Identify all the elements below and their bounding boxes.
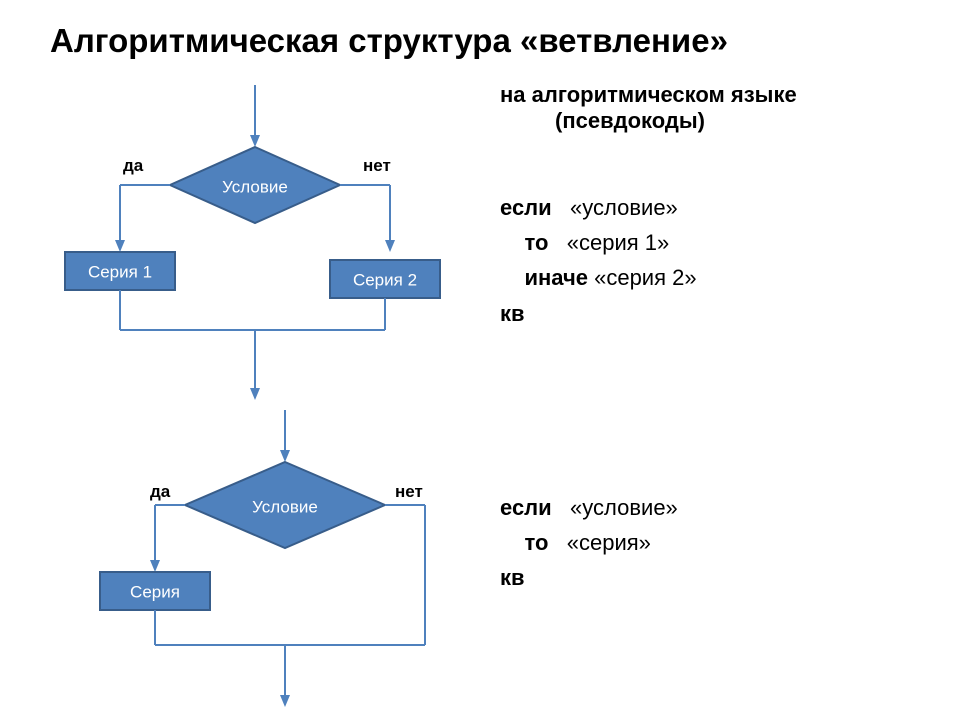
condition-text: Условие [222,177,288,196]
kw-end-2: кв [500,565,525,590]
label-yes-2: да [150,482,170,502]
page-title: Алгоритмическая структура «ветвление» [50,22,728,60]
s2: «серия 2» [594,265,697,290]
subtitle-line1: на алгоритмическом языке [500,82,797,107]
flowchart-full-branch: Условие Серия 1 Серия 2 [40,85,480,405]
series-text: Серия [130,582,180,601]
kw-end: кв [500,301,525,326]
kw-then: то [524,230,548,255]
kw-if-2: если [500,495,552,520]
pseudocode-full: если «условие» то «серия 1» иначе «серия… [500,190,697,331]
subtitle-line2: (псевдокоды) [555,108,705,133]
series2-text: Серия 2 [353,270,417,289]
kw-if: если [500,195,552,220]
flowchart-short-branch: Условие Серия [70,410,510,710]
label-no-1: нет [363,156,391,176]
kw-then-2: то [524,530,548,555]
series1-text: Серия 1 [88,262,152,281]
s1: «серия 1» [567,230,670,255]
label-no-2: нет [395,482,423,502]
pseudocode-short: если «условие» то «серия» кв [500,490,678,596]
cond: «условие» [570,195,678,220]
s-2: «серия» [567,530,651,555]
kw-else: иначе [524,265,588,290]
label-yes-1: да [123,156,143,176]
subtitle: на алгоритмическом языке (псевдокоды) [500,82,797,134]
cond-2: «условие» [570,495,678,520]
condition-text-2: Условие [252,497,318,516]
